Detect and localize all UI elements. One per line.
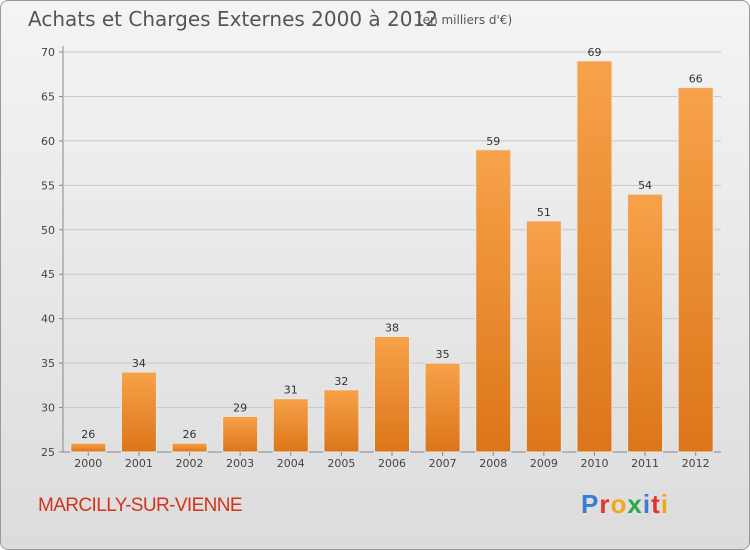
x-tick-label: 2011 bbox=[631, 457, 659, 470]
y-tick-label: 65 bbox=[41, 90, 55, 103]
bar bbox=[525, 220, 562, 453]
bar-value-label: 31 bbox=[284, 384, 298, 397]
x-tick-label: 2009 bbox=[530, 457, 558, 470]
y-tick-label: 50 bbox=[41, 224, 55, 237]
bar bbox=[222, 415, 259, 453]
bar bbox=[171, 442, 208, 453]
bar bbox=[576, 60, 613, 453]
x-axis: 2000 2001 2002 2003 2004 2005 2006 2007 2008 2009… bbox=[74, 452, 710, 470]
x-tick-label: 2002 bbox=[176, 457, 204, 470]
x-tick-label: 2004 bbox=[277, 457, 305, 470]
x-tick-label: 2001 bbox=[125, 457, 153, 470]
x-tick-label: 2010 bbox=[580, 457, 608, 470]
x-tick-label: 2007 bbox=[429, 457, 457, 470]
x-tick-label: 2000 bbox=[74, 457, 102, 470]
bar-value-label: 54 bbox=[638, 179, 652, 192]
x-tick-label: 2005 bbox=[327, 457, 355, 470]
bar-value-label: 35 bbox=[436, 348, 450, 361]
x-tick-label: 2008 bbox=[479, 457, 507, 470]
bar bbox=[120, 371, 157, 453]
bar bbox=[424, 362, 461, 453]
logo-letter: i bbox=[660, 489, 669, 519]
bar-value-label: 66 bbox=[689, 73, 703, 86]
y-tick-label: 45 bbox=[41, 268, 55, 281]
y-tick-label: 60 bbox=[41, 135, 55, 148]
chart-title: Achats et Charges Externes 2000 à 2012 bbox=[28, 7, 438, 31]
bar-value-label: 38 bbox=[385, 321, 399, 334]
commune-name: MARCILLY-SUR-VIENNE bbox=[38, 495, 243, 516]
bar bbox=[677, 87, 714, 453]
logo-letter: t bbox=[651, 489, 661, 519]
y-tick-label: 30 bbox=[41, 402, 55, 415]
logo-letter: i bbox=[642, 489, 652, 519]
x-tick-label: 2012 bbox=[682, 457, 710, 470]
y-tick-label: 25 bbox=[41, 446, 55, 459]
x-tick-label: 2003 bbox=[226, 457, 254, 470]
bar-value-label: 26 bbox=[183, 428, 197, 441]
logo-letter: x bbox=[627, 489, 643, 519]
bar bbox=[627, 193, 664, 453]
proxiti-logo: Proxiti bbox=[581, 489, 669, 520]
bar bbox=[272, 398, 309, 453]
y-tick-label: 35 bbox=[41, 357, 55, 370]
y-tick-label: 55 bbox=[41, 179, 55, 192]
bar-value-label: 32 bbox=[334, 375, 348, 388]
bar-value-label: 51 bbox=[537, 206, 551, 219]
bar-value-label: 69 bbox=[587, 46, 601, 59]
bar bbox=[70, 442, 107, 453]
bar-value-label: 26 bbox=[81, 428, 95, 441]
bar bbox=[374, 335, 410, 453]
y-axis: 25 30 35 40 45 50 55 60 65 70 bbox=[41, 46, 63, 459]
bar-value-label: 34 bbox=[132, 357, 146, 370]
logo-letter: o bbox=[610, 489, 628, 519]
bar-value-label: 29 bbox=[233, 401, 247, 414]
logo-letter: r bbox=[599, 489, 611, 519]
bar-value-label: 59 bbox=[486, 135, 500, 148]
y-tick-label: 40 bbox=[41, 313, 55, 326]
bar bbox=[475, 149, 512, 453]
logo-letter: P bbox=[581, 489, 600, 519]
bars: 26 34 26 29 31 32 38 35 59 51 69 54 66 bbox=[70, 46, 714, 453]
x-tick-label: 2006 bbox=[378, 457, 406, 470]
y-tick-label: 70 bbox=[41, 46, 55, 59]
chart-subtitle: (en milliers d'€) bbox=[418, 13, 513, 27]
bar bbox=[323, 389, 360, 453]
